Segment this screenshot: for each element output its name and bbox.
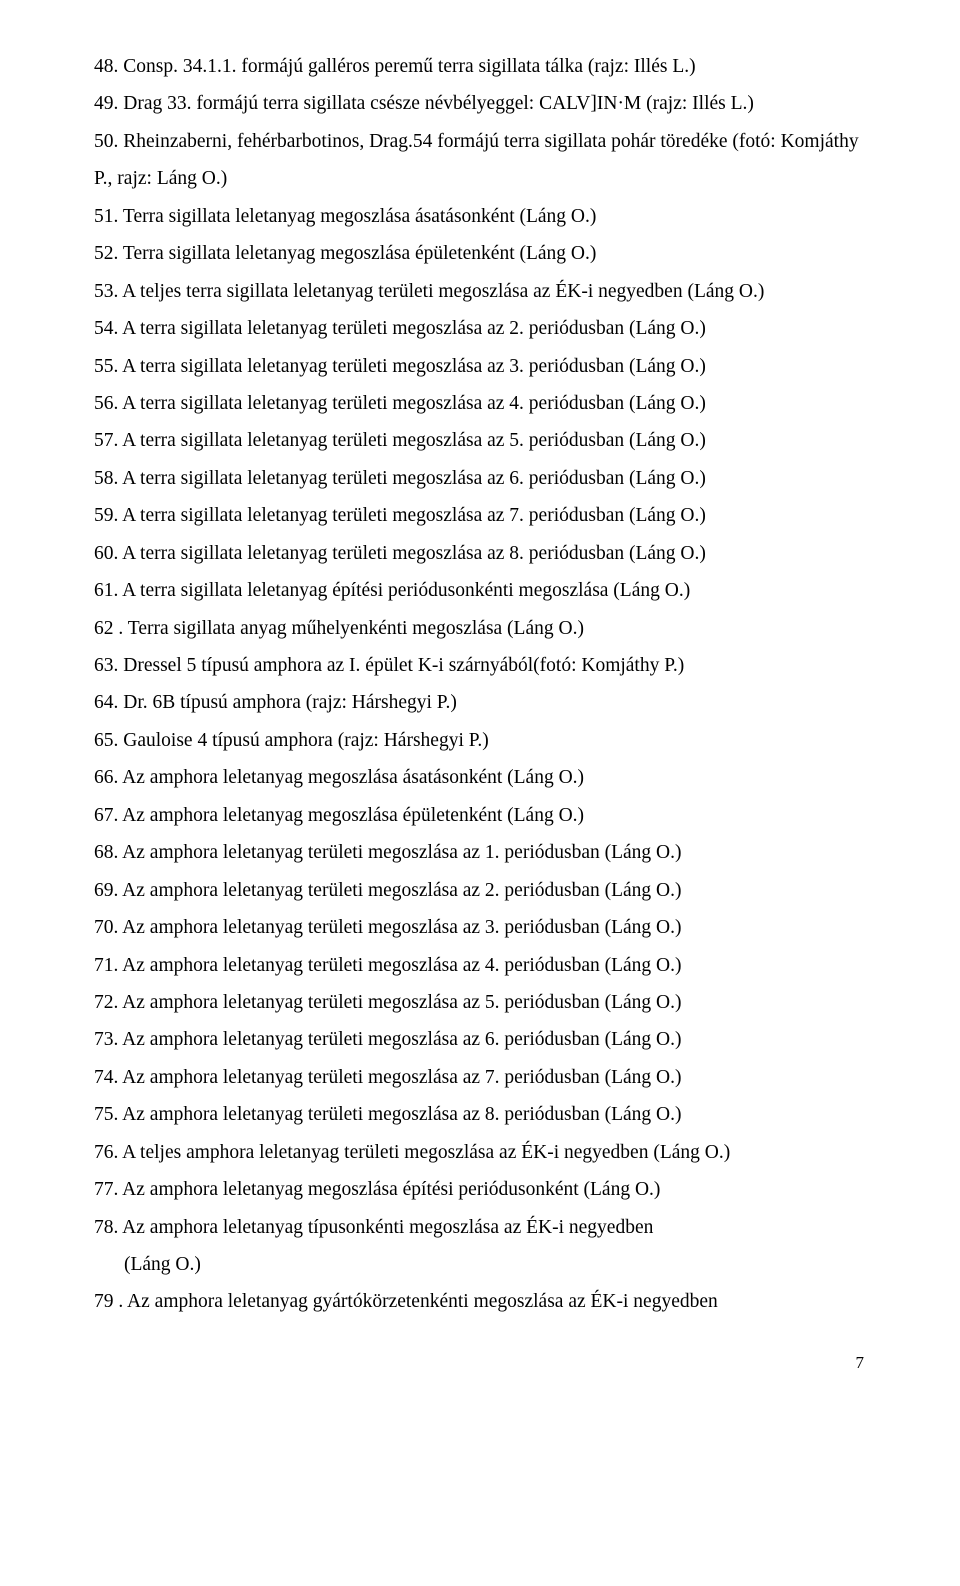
- list-entry: (Láng O.): [94, 1246, 870, 1283]
- list-entry: 72. Az amphora leletanyag területi megos…: [94, 984, 870, 1021]
- list-entry: 55. A terra sigillata leletanyag terület…: [94, 348, 870, 385]
- list-entry: 53. A teljes terra sigillata leletanyag …: [94, 273, 870, 310]
- list-entry: 64. Dr. 6B típusú amphora (rajz: Hársheg…: [94, 684, 870, 721]
- list-entry: 61. A terra sigillata leletanyag építési…: [94, 572, 870, 609]
- list-entry: 76. A teljes amphora leletanyag területi…: [94, 1134, 870, 1171]
- list-entry: 77. Az amphora leletanyag megoszlása épí…: [94, 1171, 870, 1208]
- list-entry: 71. Az amphora leletanyag területi megos…: [94, 947, 870, 984]
- list-entry: 68. Az amphora leletanyag területi megos…: [94, 834, 870, 871]
- list-entry: 52. Terra sigillata leletanyag megoszlás…: [94, 235, 870, 272]
- list-entry: 54. A terra sigillata leletanyag terület…: [94, 310, 870, 347]
- list-entry: 70. Az amphora leletanyag területi megos…: [94, 909, 870, 946]
- document-page: 48. Consp. 34.1.1. formájú galléros pere…: [0, 0, 960, 1420]
- list-entry: 65. Gauloise 4 típusú amphora (rajz: Hár…: [94, 722, 870, 759]
- list-entry: 74. Az amphora leletanyag területi megos…: [94, 1059, 870, 1096]
- list-entry: 73. Az amphora leletanyag területi megos…: [94, 1021, 870, 1058]
- list-entry: 59. A terra sigillata leletanyag terület…: [94, 497, 870, 534]
- page-number: 7: [94, 1347, 870, 1380]
- list-entry: 58. A terra sigillata leletanyag terület…: [94, 460, 870, 497]
- list-entry: 57. A terra sigillata leletanyag terület…: [94, 422, 870, 459]
- list-entry: 50. Rheinzaberni, fehérbarbotinos, Drag.…: [94, 123, 870, 198]
- list-entry: 75. Az amphora leletanyag területi megos…: [94, 1096, 870, 1133]
- list-entry: 63. Dressel 5 típusú amphora az I. épüle…: [94, 647, 870, 684]
- list-entry: 62 . Terra sigillata anyag műhelyenkénti…: [94, 610, 870, 647]
- list-entry: 56. A terra sigillata leletanyag terület…: [94, 385, 870, 422]
- list-entry: 69. Az amphora leletanyag területi megos…: [94, 872, 870, 909]
- list-entry: 51. Terra sigillata leletanyag megoszlás…: [94, 198, 870, 235]
- figure-list: 48. Consp. 34.1.1. formájú galléros pere…: [94, 48, 870, 1321]
- list-entry: 67. Az amphora leletanyag megoszlása épü…: [94, 797, 870, 834]
- list-entry: 66. Az amphora leletanyag megoszlása ása…: [94, 759, 870, 796]
- list-entry: 78. Az amphora leletanyag típusonkénti m…: [94, 1209, 870, 1246]
- list-entry: 60. A terra sigillata leletanyag terület…: [94, 535, 870, 572]
- list-entry: 48. Consp. 34.1.1. formájú galléros pere…: [94, 48, 870, 85]
- list-entry: 49. Drag 33. formájú terra sigillata csé…: [94, 85, 870, 122]
- list-entry: 79 . Az amphora leletanyag gyártókörzete…: [94, 1283, 870, 1320]
